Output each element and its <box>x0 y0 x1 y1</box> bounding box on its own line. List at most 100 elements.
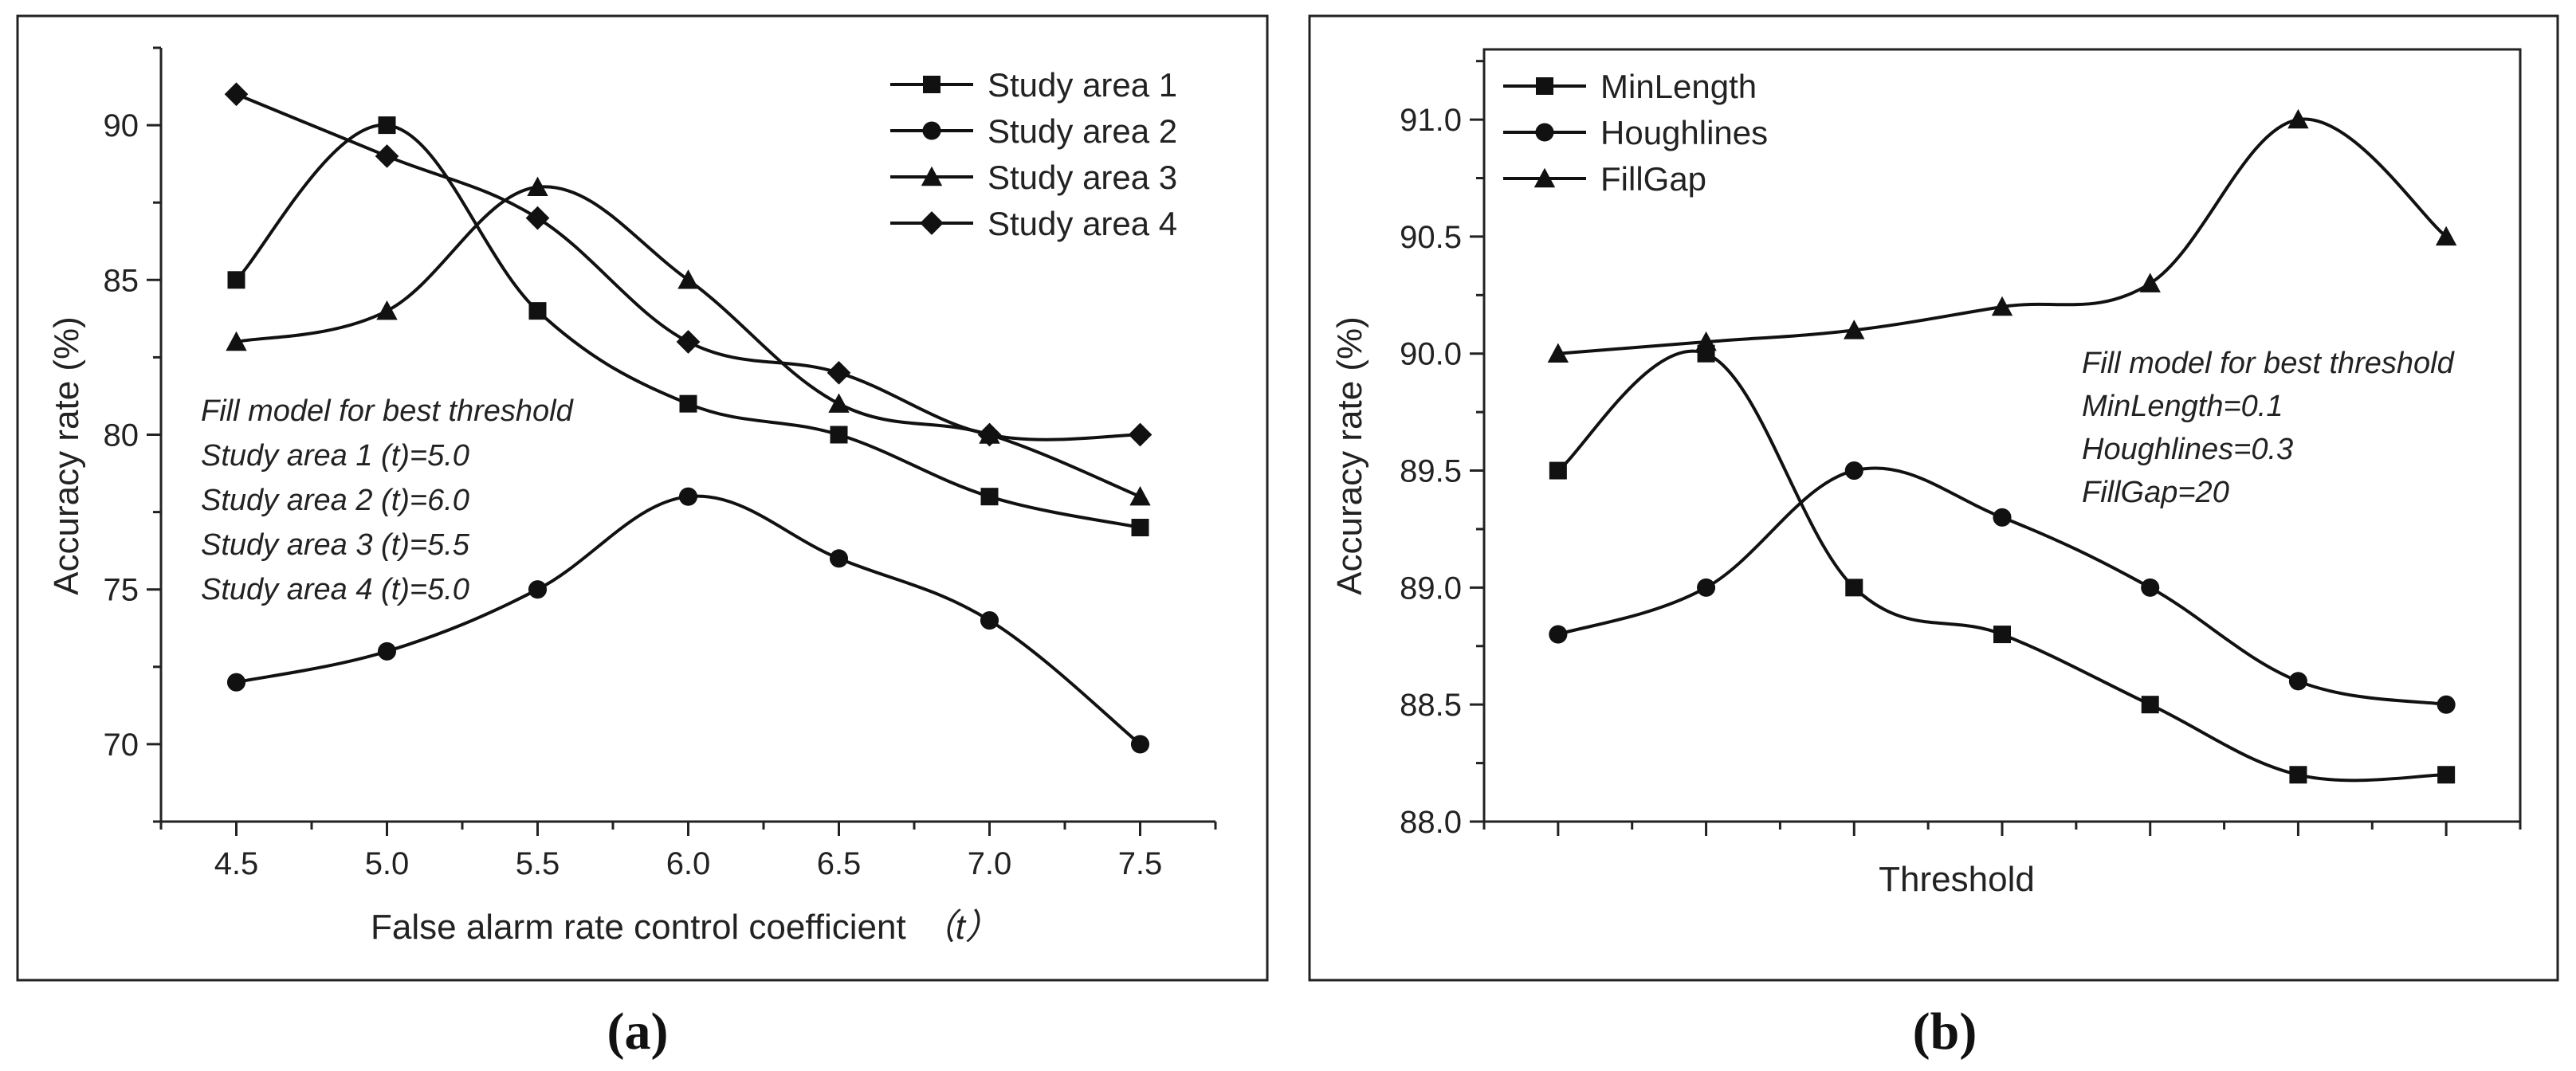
panel-a-x-tick-label: 4.5 <box>214 846 259 881</box>
panel-b-legend-label: FillGap <box>1600 160 1706 198</box>
panel-b-legend-marker <box>1533 167 1556 188</box>
panel-b: 88.0 88.5 89.0 89.5 90.0 90.5 91.0 MinLength Ho… <box>1308 14 2559 1061</box>
panel-a-data-point-study-area-2 <box>829 549 849 568</box>
panel-a-x-axis-title: False alarm rate control coefficient （t） <box>371 908 1000 947</box>
panel-a-data-point-study-area-1 <box>980 488 999 506</box>
panel-b-data-point-fillgap <box>1991 296 2013 316</box>
panel-b-label: (b) <box>1913 1002 1977 1061</box>
panel-b-data-point-minlength <box>2289 766 2307 784</box>
panel-a-annotation-line: Fill model for best threshold <box>201 394 575 428</box>
panel-b-y-tick-label: 89.0 <box>1400 571 1462 606</box>
panel-a-plot-area: 70 75 80 85 90 4.5 5.0 5.5 6.0 6.5 7.0 7.5 <box>104 46 1217 881</box>
panel-b-series-houghlines <box>1549 461 2456 714</box>
panel-a-data-point-study-area-3 <box>828 393 850 413</box>
panel-a-data-point-study-area-2 <box>377 641 397 661</box>
panel-a-data-point-study-area-1 <box>679 394 697 413</box>
panel-b-frame <box>1308 14 2559 982</box>
panel-a: 70 75 80 85 90 4.5 5.0 5.5 6.0 6.5 7.0 7.5 Study ar… <box>16 14 1269 1061</box>
panel-a-legend-marker <box>923 76 940 93</box>
panel-a-data-point-study-area-4 <box>827 360 851 385</box>
panel-b-legend: MinLength Houghlines FillGap <box>1503 68 1768 198</box>
panel-b-y-axis-title: Accuracy rate (%) <box>1330 316 1369 595</box>
panel-a-legend-label: Study area 4 <box>988 205 1177 242</box>
panel-a-x-axis-symbol: （t） <box>921 908 1000 947</box>
panel-a-data-point-study-area-1 <box>1131 519 1149 537</box>
panel-b-y-tick-label: 91.0 <box>1400 103 1462 138</box>
panel-a-data-point-study-area-4 <box>375 144 399 168</box>
panel-b-data-point-minlength <box>1845 579 1863 597</box>
panel-a-legend-marker <box>921 166 943 186</box>
panel-b-annotation-line: FillGap=20 <box>2082 476 2229 509</box>
panel-a-data-point-study-area-2 <box>528 580 548 599</box>
panel-b-data-point-houghlines <box>2288 672 2307 691</box>
panel-b-data-point-houghlines <box>2437 695 2456 714</box>
panel-a-y-tick-label: 75 <box>104 573 139 608</box>
panel-a-data-point-study-area-1 <box>830 426 848 444</box>
panel-a-data-point-study-area-1 <box>378 116 396 135</box>
panel-b-annotation: Fill model for best threshold MinLength=0… <box>2082 347 2456 509</box>
panel-b-data-point-fillgap <box>1695 331 1717 351</box>
panel-a-x-tick-label: 7.5 <box>1118 846 1163 881</box>
panel-b-data-point-fillgap <box>2287 108 2309 129</box>
panel-a-legend-marker <box>920 211 944 235</box>
panel-a-data-point-study-area-2 <box>980 610 999 630</box>
panel-b-legend-marker <box>1536 77 1553 95</box>
panel-a-annotation-line: Study area 1 (t)=5.0 <box>201 439 469 473</box>
panel-b-plot-area: 88.0 88.5 89.0 89.5 90.0 90.5 91.0 <box>1400 48 2522 840</box>
panel-b-y-tick-label: 88.5 <box>1400 688 1462 723</box>
panel-a-data-point-study-area-1 <box>528 302 547 320</box>
panel-b-data-point-fillgap <box>1547 343 1569 363</box>
panel-b-data-point-houghlines <box>1844 461 1863 481</box>
panel-a-annotation: Fill model for best threshold Study area … <box>201 394 575 606</box>
panel-a-annotation-line: Study area 2 (t)=6.0 <box>201 484 469 517</box>
panel-b-y-tick-label: 90.0 <box>1400 337 1462 372</box>
panel-a-data-point-study-area-3 <box>226 331 247 351</box>
panel-b-data-point-houghlines <box>1697 578 1716 597</box>
panel-b-y-tick-label: 89.5 <box>1400 454 1462 489</box>
panel-b-y-tick-label: 88.0 <box>1400 805 1462 840</box>
panel-b-data-point-houghlines <box>1993 508 2012 527</box>
panel-a-label: (a) <box>607 1002 669 1061</box>
panel-b-series-fillgap <box>1547 108 2457 363</box>
panel-a-data-point-study-area-1 <box>227 271 245 289</box>
panel-a-frame <box>16 14 1269 982</box>
panel-b-x-axis-title: Threshold <box>1879 860 2035 899</box>
panel-a-y-tick-label: 80 <box>104 418 139 453</box>
panel-a-data-point-study-area-4 <box>977 422 1002 447</box>
panel-b-series-line-fillgap <box>1557 117 2448 355</box>
panel-b-legend-label: Houghlines <box>1600 114 1768 151</box>
panel-b-series-minlength <box>1549 344 2456 784</box>
panel-a-annotation-line: Study area 4 (t)=5.0 <box>201 573 469 606</box>
panel-a-data-point-study-area-3 <box>527 176 548 196</box>
panel-b-annotation-line: MinLength=0.1 <box>2082 390 2283 423</box>
panel-a-data-point-study-area-4 <box>676 330 701 354</box>
panel-b-legend-marker <box>1535 123 1554 142</box>
panel-b-y-tick-label: 90.5 <box>1400 220 1462 255</box>
panel-a-x-tick-label: 5.5 <box>516 846 560 881</box>
panel-a-data-point-study-area-3 <box>1129 485 1151 506</box>
panel-b-series-line-houghlines <box>1557 466 2447 707</box>
panel-a-data-point-study-area-2 <box>678 487 698 506</box>
panel-a-y-axis-title: Accuracy rate (%) <box>47 316 86 595</box>
panel-b-series-line-minlength <box>1557 349 2447 783</box>
panel-a-series-study-area-1 <box>227 116 1149 537</box>
panel-a-legend-label: Study area 2 <box>988 112 1177 150</box>
panel-a-data-point-study-area-2 <box>1130 735 1150 754</box>
panel-b-data-point-fillgap <box>2435 226 2457 246</box>
panel-a-data-point-study-area-4 <box>525 206 550 230</box>
panel-a-y-tick-label: 70 <box>104 728 139 763</box>
panel-a-annotation-line: Study area 3 (t)=5.5 <box>201 528 470 562</box>
panel-a-legend-label: Study area 1 <box>988 66 1177 104</box>
panel-b-legend-label: MinLength <box>1600 68 1757 105</box>
panel-a-y-tick-label: 85 <box>104 263 139 298</box>
panel-b-data-point-fillgap <box>2139 273 2161 292</box>
panel-b-data-point-minlength <box>1993 626 2011 644</box>
panel-a-x-tick-label: 6.0 <box>666 846 711 881</box>
panel-b-annotation-line: Fill model for best threshold <box>2082 347 2456 380</box>
panel-b-data-point-minlength <box>2141 696 2159 714</box>
panel-a-data-point-study-area-4 <box>224 82 249 107</box>
panel-a-data-point-study-area-3 <box>376 300 398 320</box>
panel-b-data-point-minlength <box>1549 461 1567 480</box>
panel-a-x-tick-label: 5.0 <box>365 846 410 881</box>
